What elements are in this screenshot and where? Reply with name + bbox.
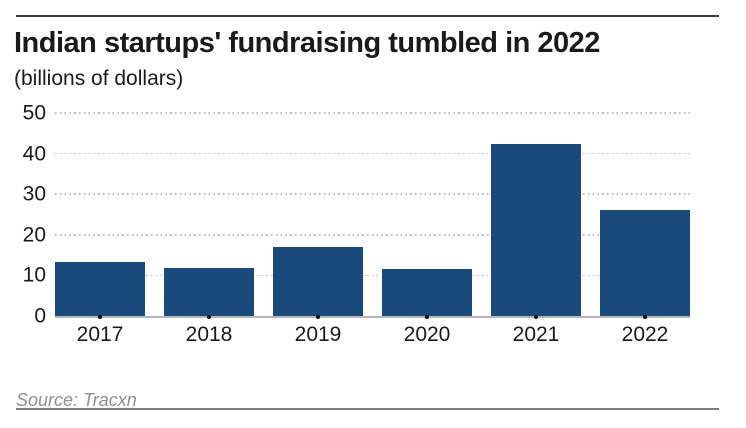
- gridline-50: [55, 112, 690, 114]
- y-tick-label-10: 10: [22, 263, 46, 287]
- x-tick-label-2018: 2018: [185, 323, 233, 346]
- chart-subtitle: (billions of dollars): [14, 67, 184, 90]
- bar-2022: [600, 209, 690, 316]
- bar-chart-plot: 0 10 20 30 40 50 2017 2018 2019 2020 2021 2022: [23, 103, 690, 345]
- bottom-divider: [16, 408, 719, 410]
- y-tick-label-0: 0: [34, 304, 46, 328]
- x-tick-label-2020: 2020: [403, 323, 451, 346]
- bar-2020: [382, 269, 472, 316]
- x-tick-label-2021: 2021: [512, 323, 560, 346]
- x-tick-mark-2021: [534, 315, 538, 319]
- gridline-40: [55, 152, 690, 155]
- bar-2019: [273, 247, 363, 316]
- x-tick-mark-2019: [316, 315, 320, 319]
- source-note: Source: Tracxn: [16, 390, 137, 410]
- y-tick-label-30: 30: [22, 182, 46, 206]
- y-tick-label-40: 40: [22, 142, 46, 166]
- bar-2017: [55, 261, 145, 316]
- gridline-10: [55, 274, 690, 277]
- x-tick-mark-2017: [98, 315, 102, 319]
- chart-title: Indian startups' fundraising tumbled in …: [14, 27, 600, 59]
- y-tick-label-20: 20: [22, 223, 46, 247]
- x-tick-mark-2022: [643, 315, 647, 319]
- x-tick-mark-2020: [425, 315, 429, 319]
- x-tick-mark-2018: [207, 315, 211, 319]
- x-tick-label-2017: 2017: [76, 323, 124, 346]
- gridline-20: [55, 234, 690, 236]
- bar-2018: [164, 267, 254, 316]
- top-divider: [16, 15, 719, 17]
- gridline-30: [55, 193, 690, 195]
- bar-2021: [491, 144, 581, 316]
- x-tick-label-2022: 2022: [621, 323, 669, 346]
- x-tick-label-2019: 2019: [294, 323, 342, 346]
- y-tick-label-50: 50: [22, 101, 46, 125]
